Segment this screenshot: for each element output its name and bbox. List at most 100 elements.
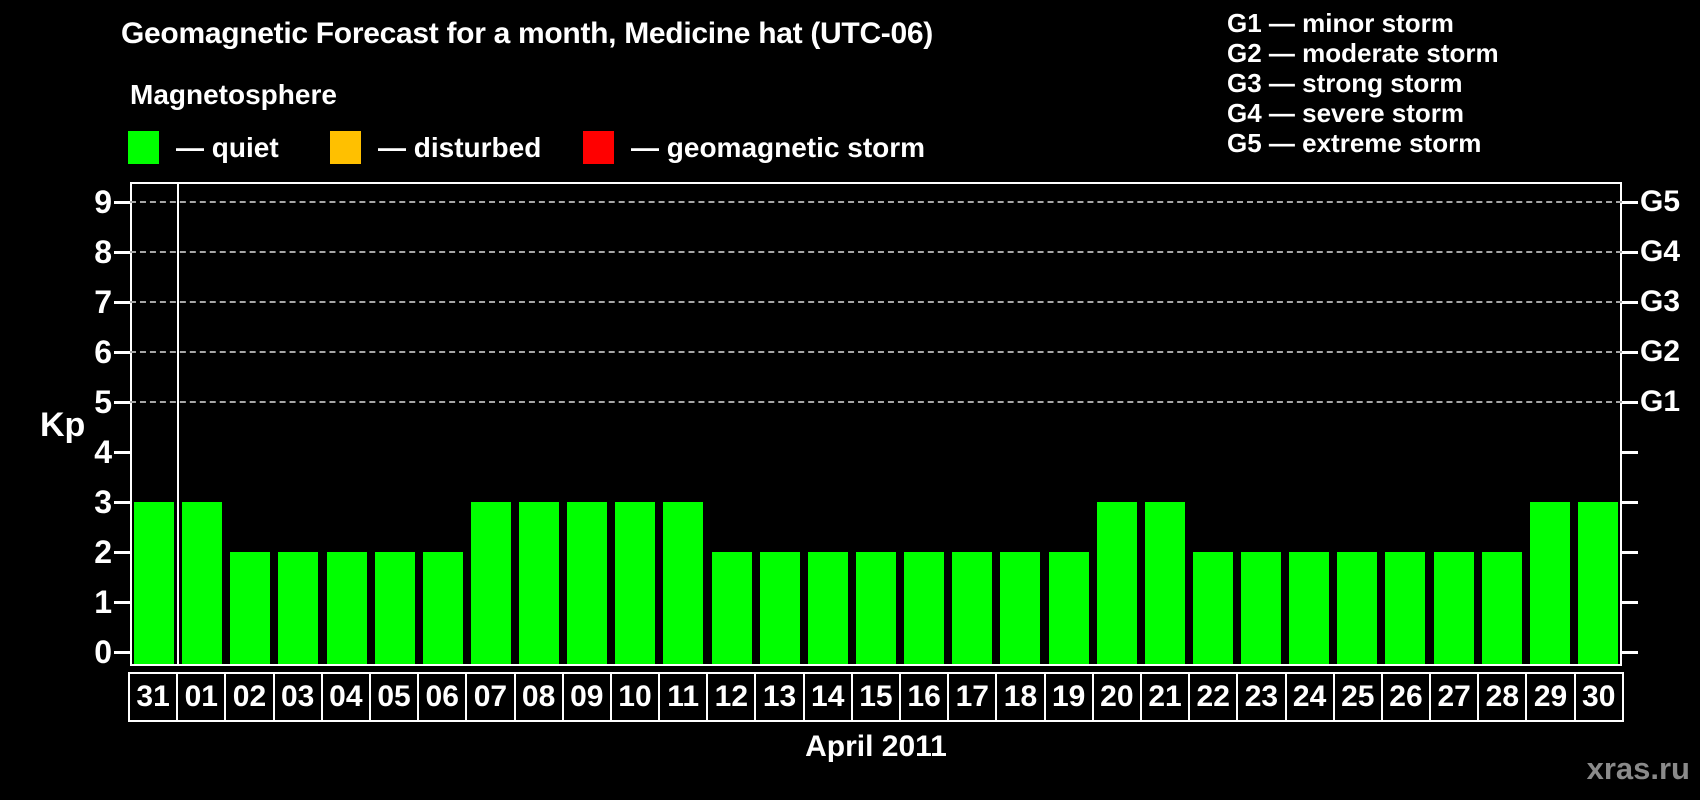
y-tick-label: 2 [94,534,112,570]
g-scale-label-g1: G1 [1640,385,1681,418]
day-cell: 28 [1477,674,1525,720]
y-tick-label: 1 [94,584,112,620]
day-cell: 05 [368,674,417,720]
day-cell: 06 [417,674,465,720]
y-tick-label: 0 [94,634,112,670]
y-tick-right [1622,301,1638,304]
kp-bar [1289,552,1330,664]
y-tick-right [1622,501,1638,504]
y-tick-label: 5 [94,384,112,420]
g-scale-label-g5: G5 [1640,185,1681,218]
month-separator [177,182,179,666]
day-cell: 07 [465,674,513,720]
legend-swatch-disturbed [330,131,361,164]
kp-bar [182,502,223,664]
day-cell: 01 [176,674,224,720]
y-tick-label: 7 [94,284,112,320]
kp-bar [230,552,271,664]
y-tick-left [114,501,130,504]
kp-bar [904,552,945,664]
y-tick-label: 6 [94,334,112,370]
g-scale-label-g4: G4 [1640,235,1681,268]
legend-item-geomagnetic-storm: — geomagnetic storm [583,131,925,164]
day-cell: 09 [561,674,610,720]
page-title: Geomagnetic Forecast for a month, Medici… [121,17,933,50]
y-tick-right [1622,201,1638,204]
day-cell: 26 [1380,674,1429,720]
legend-label: — quiet [176,131,279,163]
legend-heading: Magnetosphere [130,79,337,110]
kp-bar [807,552,848,664]
day-cell: 20 [1091,674,1140,720]
y-tick-right [1622,451,1638,454]
legend-label: — disturbed [378,131,542,163]
y-tick-label: 8 [94,234,112,270]
day-cell: 13 [754,674,802,720]
kp-bar [326,552,367,664]
y-tick-label: 4 [94,434,112,470]
y-tick-left [114,551,130,554]
storm-scale-item: G1 — minor storm [1227,8,1454,38]
kp-bar [134,502,175,664]
legend-label: — geomagnetic storm [631,131,926,163]
y-tick-left [114,351,130,354]
kp-bar [1000,552,1041,664]
y-tick-left [114,601,130,604]
y-tick-label: 3 [94,484,112,520]
day-cell: 16 [899,674,947,720]
y-tick-left [114,451,130,454]
gridline-kp5 [130,401,1622,403]
kp-bar [1241,552,1282,664]
kp-bar [470,502,511,664]
y-tick-right [1622,601,1638,604]
storm-scale-legend: G1 — minor storm G2 — moderate storm G3 — … [1227,8,1499,158]
kp-bar [1048,552,1089,664]
day-cell: 23 [1236,674,1284,720]
day-cell: 29 [1525,674,1573,720]
y-tick-right [1622,651,1638,654]
legend-swatch-quiet [128,131,159,164]
storm-scale-item: G3 — strong storm [1227,68,1463,98]
day-cell: 30 [1573,674,1622,720]
kp-bar [1096,502,1137,664]
day-cell: 12 [706,674,754,720]
legend-item-disturbed: — disturbed [330,131,541,164]
kp-bar [856,552,896,664]
g-scale-label-g2: G2 [1640,335,1681,368]
gridline-kp7 [130,301,1622,303]
y-tick-left [114,651,130,654]
kp-bar [519,502,560,664]
day-cell: 27 [1429,674,1477,720]
day-cell: 22 [1188,674,1236,720]
y-tick-right [1622,401,1638,404]
day-cell: 24 [1284,674,1333,720]
kp-bar [952,552,993,664]
plot-area [130,182,1622,666]
g-scale-label-g3: G3 [1640,285,1681,318]
day-cell: 02 [224,674,272,720]
y-tick-label: 9 [94,184,112,220]
watermark: xras.ru [1586,751,1690,786]
legend-item-quiet: — quiet [128,131,279,164]
kp-bar [422,552,463,664]
day-cell: 31 [136,680,170,713]
legend-swatch-geomagnetic-storm [583,131,614,164]
day-cell: 11 [658,674,706,720]
y-tick-right [1622,251,1638,254]
day-cell: 10 [609,674,658,720]
gridline-kp9 [130,201,1622,203]
kp-bar [759,552,800,664]
kp-bar [1433,552,1474,664]
y-tick-left [114,201,130,204]
kp-bar [1529,502,1570,664]
kp-bar [663,502,704,664]
kp-bar [1144,502,1185,664]
kp-bar [278,552,319,664]
day-cell: 08 [513,674,562,720]
gridline-kp6 [130,351,1622,353]
day-cell: 14 [802,674,851,720]
y-axis-title: Kp [40,406,86,444]
kp-bar [1192,552,1233,664]
kp-bar [1385,552,1426,664]
